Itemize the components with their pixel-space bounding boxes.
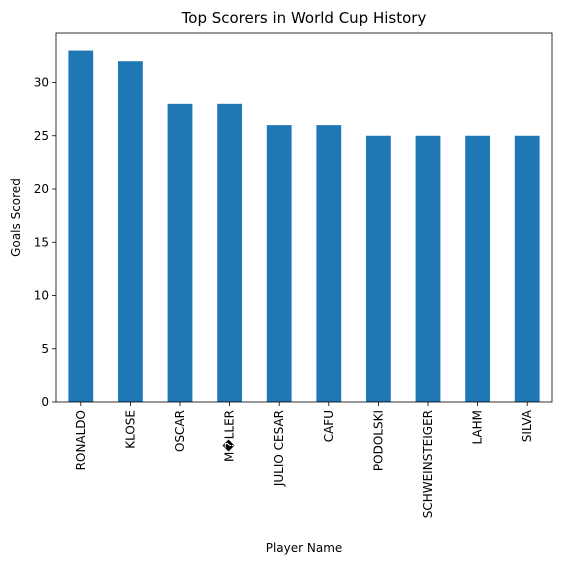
bar-3 (217, 103, 242, 403)
bar-0 (68, 50, 94, 402)
y-tick-label-4: 20 (34, 182, 49, 196)
x-tick-label-9: SILVA (520, 409, 534, 442)
bar-4 (266, 125, 292, 402)
y-axis-label: Goals Scored (9, 178, 23, 257)
bar-9 (514, 135, 540, 402)
x-tick-label-7: SCHWEINSTEIGER (421, 410, 435, 518)
x-tick-label-1: KLOSE (123, 410, 137, 449)
y-tick-label-6: 30 (34, 76, 49, 90)
x-tick-label-8: LAHM (471, 410, 485, 445)
x-tick-label-0: RONALDO (74, 410, 88, 470)
y-axis: 0 5 10 15 20 25 30 (34, 76, 56, 409)
bars-group (68, 50, 540, 403)
chart-title: Top Scorers in World Cup History (181, 9, 427, 27)
x-axis-label: Player Name (266, 541, 343, 555)
x-tick-label-3: M�LLER (223, 410, 237, 462)
bar-7 (415, 135, 441, 402)
bar-8 (465, 135, 490, 402)
y-tick-label-0: 0 (41, 395, 49, 409)
x-axis: RONALDO KLOSE OSCAR M�LLER JULIO CESAR CAFU PO… (74, 402, 534, 518)
x-tick-label-4: JULIO CESAR (272, 410, 286, 487)
y-tick-label-3: 15 (34, 235, 49, 249)
bar-5 (316, 125, 342, 402)
bar-6 (366, 135, 391, 402)
x-tick-label-2: OSCAR (173, 410, 187, 452)
x-tick-label-5: CAFU (322, 410, 336, 442)
bar-1 (118, 61, 143, 403)
y-tick-label-5: 25 (34, 129, 49, 143)
x-tick-label-6: PODOLSKI (371, 410, 385, 471)
y-tick-label-2: 10 (34, 289, 49, 303)
bar-2 (167, 103, 193, 403)
plot-frame (55, 32, 553, 403)
y-tick-label-1: 5 (41, 342, 49, 356)
